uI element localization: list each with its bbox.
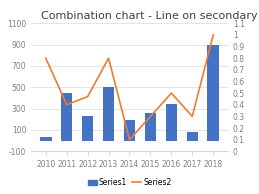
Bar xyxy=(186,132,198,141)
Bar xyxy=(82,116,93,141)
Bar xyxy=(61,93,73,141)
Bar xyxy=(103,87,114,141)
Text: Combination chart - Line on secondary axis: Combination chart - Line on secondary ax… xyxy=(41,11,259,21)
Bar xyxy=(124,120,135,141)
Bar xyxy=(166,104,177,141)
Legend: Series1, Series2: Series1, Series2 xyxy=(84,175,175,190)
Bar xyxy=(207,45,219,141)
Bar xyxy=(145,113,156,141)
Bar xyxy=(40,137,52,141)
